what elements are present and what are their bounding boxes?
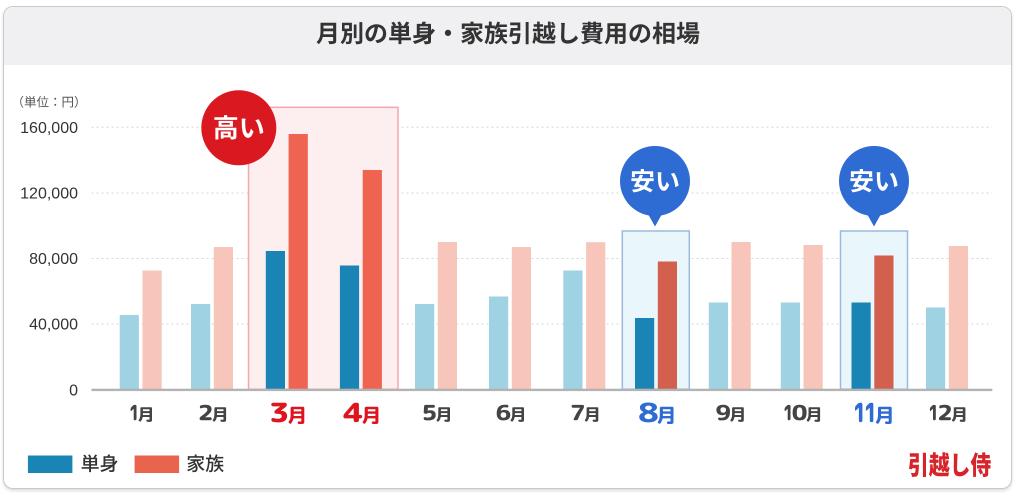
svg-text:40,000: 40,000	[29, 317, 78, 334]
svg-text:160,000: 160,000	[20, 120, 78, 137]
svg-text:0: 0	[69, 382, 78, 399]
svg-text:120,000: 120,000	[20, 186, 78, 203]
svg-text:80,000: 80,000	[29, 251, 78, 268]
